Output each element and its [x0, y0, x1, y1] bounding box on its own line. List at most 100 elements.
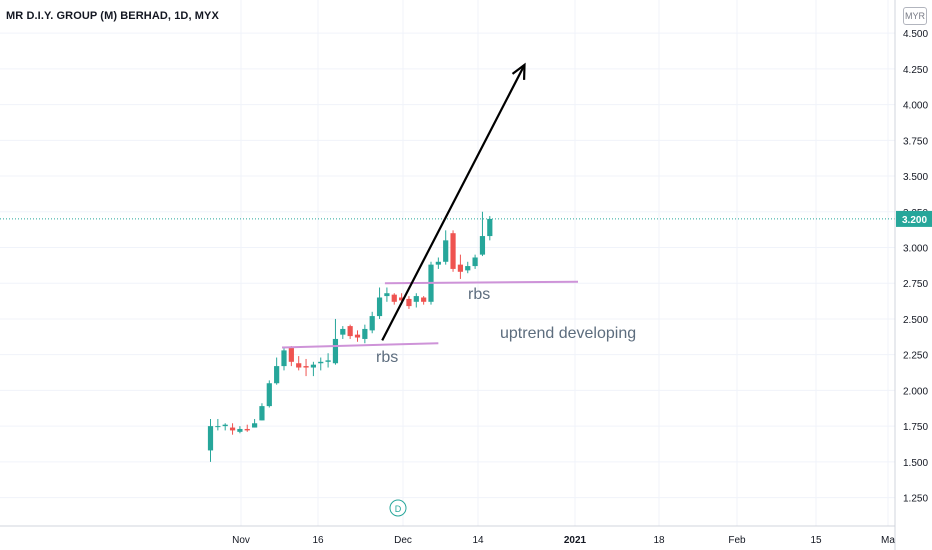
- date-tick-label: 16: [312, 535, 324, 546]
- price-tick-label: 2.750: [903, 279, 928, 290]
- candle-body: [413, 296, 419, 302]
- candle: [222, 423, 228, 431]
- price-tick-label: 3.000: [903, 243, 928, 254]
- date-tick-label: 14: [472, 535, 484, 546]
- candle-body: [274, 366, 280, 384]
- candle: [274, 357, 280, 385]
- chart-grid: [0, 0, 895, 526]
- candle: [457, 254, 463, 279]
- chart-title: MR D.I.Y. GROUP (M) BERHAD, 1D, MYX: [6, 10, 219, 22]
- candle-body: [443, 240, 449, 262]
- candle: [487, 216, 493, 241]
- candle-body: [376, 297, 383, 317]
- price-tick-label: 2.500: [903, 315, 928, 326]
- candle-body: [310, 364, 316, 368]
- price-tick-label: 2.000: [903, 386, 928, 397]
- candle: [229, 423, 236, 435]
- candle: [435, 257, 441, 269]
- candle: [362, 324, 368, 344]
- price-tick-label: 1.750: [903, 422, 928, 433]
- trend-arrow-line: [381, 64, 526, 341]
- last-price-tag: 3.200: [896, 210, 932, 227]
- candle: [303, 358, 309, 377]
- candle-body: [244, 428, 250, 431]
- candle-body: [399, 297, 405, 301]
- candle-body: [347, 326, 353, 337]
- annotation-rbs: rbs: [376, 349, 398, 366]
- candle-body: [303, 366, 309, 368]
- price-tick-label: 4.500: [903, 29, 928, 40]
- candle: [281, 347, 287, 371]
- candle-body: [479, 236, 486, 255]
- candle-body: [332, 338, 339, 364]
- candle-body: [229, 427, 236, 431]
- candle: [369, 311, 375, 334]
- candles: [207, 211, 493, 462]
- trend-arrow-head: [511, 62, 526, 80]
- candle-body: [435, 261, 441, 265]
- chart-drawings: rbs rbs uptrend developing D: [281, 62, 636, 517]
- candle-body: [457, 264, 463, 272]
- dividend-label: D: [395, 504, 402, 514]
- candle: [252, 418, 258, 428]
- candle-body: [472, 257, 478, 267]
- candle: [340, 326, 346, 339]
- price-tick-label: 4.000: [903, 101, 928, 112]
- date-tick-label: Feb: [728, 535, 746, 546]
- candle: [259, 403, 265, 421]
- date-tick-label: Dec: [394, 535, 412, 546]
- price-tick-label: 3.750: [903, 136, 928, 147]
- candle: [244, 424, 250, 432]
- candle: [215, 418, 221, 431]
- candle: [237, 426, 243, 434]
- date-tick-label: 2021: [564, 535, 587, 546]
- annotation-uptrend: uptrend developing: [500, 325, 636, 342]
- candle: [443, 230, 449, 265]
- price-tick-label: 4.250: [903, 65, 928, 76]
- candle: [413, 293, 419, 308]
- candle: [421, 296, 427, 305]
- last-price-tag-label: 3.200: [902, 215, 927, 226]
- last-price-tag-bg: [896, 210, 932, 227]
- candle: [310, 361, 316, 377]
- dividend-marker: D: [389, 499, 407, 517]
- candle: [406, 296, 412, 309]
- candle-body: [288, 347, 294, 362]
- candle-body: [391, 294, 397, 302]
- candle: [450, 230, 456, 272]
- candle: [266, 380, 272, 408]
- candle-body: [465, 266, 471, 271]
- annotation-rbs: rbs: [468, 286, 490, 303]
- candle: [391, 293, 397, 305]
- candle: [479, 211, 486, 257]
- currency-button[interactable]: MYR: [903, 7, 927, 25]
- candle-body: [340, 328, 346, 335]
- candle-body: [354, 334, 361, 338]
- candle-body: [384, 293, 390, 297]
- candle: [318, 357, 324, 371]
- candle: [347, 324, 353, 339]
- candle-body: [207, 426, 214, 451]
- candle: [207, 418, 214, 462]
- candle: [384, 287, 390, 302]
- date-tick-label: Nov: [232, 535, 250, 546]
- date-tick-label: 15: [810, 535, 822, 546]
- support-line: [384, 280, 579, 285]
- candle: [354, 330, 361, 342]
- candle: [332, 318, 339, 365]
- candle-body: [296, 363, 302, 368]
- candle-body: [215, 426, 221, 428]
- candle-body: [450, 233, 456, 269]
- candle: [465, 261, 471, 274]
- candle-body: [406, 298, 412, 307]
- date-tick-label: Ma: [881, 535, 895, 546]
- candle: [296, 356, 302, 371]
- candle-body: [325, 360, 331, 362]
- candle: [376, 287, 383, 319]
- candle-body: [487, 218, 493, 237]
- date-tick-label: 18: [653, 535, 665, 546]
- price-tick-label: 3.500: [903, 172, 928, 183]
- candle-body: [237, 428, 243, 432]
